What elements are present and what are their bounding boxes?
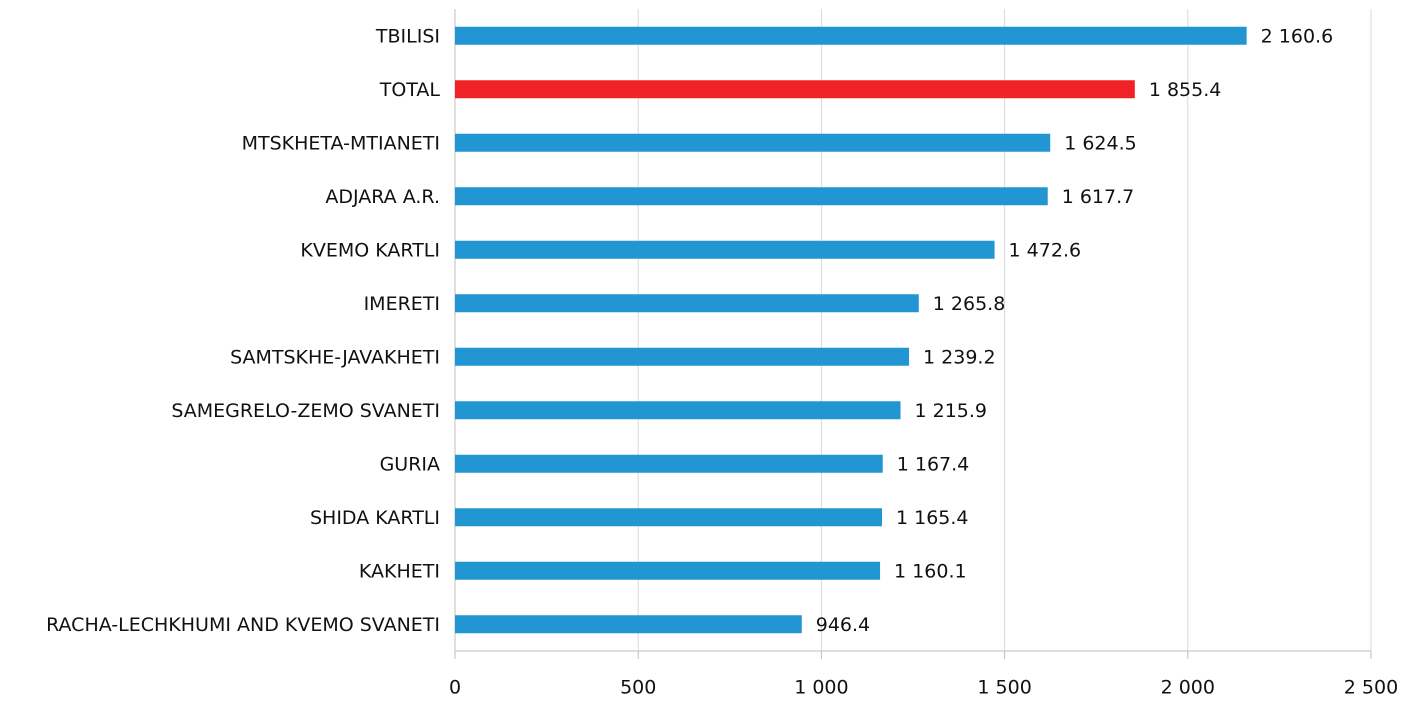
- y-tick-label: GURIA: [380, 453, 440, 475]
- bar: [455, 401, 901, 420]
- x-tick-label: 0: [449, 677, 461, 699]
- y-tick-label: IMERETI: [364, 293, 440, 315]
- value-label: 1 265.8: [933, 293, 1006, 315]
- x-tick-label: 1 500: [977, 677, 1031, 699]
- value-label: 1 624.5: [1064, 132, 1137, 154]
- value-label: 946.4: [816, 614, 870, 636]
- y-tick-label: TOTAL: [379, 79, 441, 101]
- bar: [455, 454, 883, 473]
- y-tick-label: MTSKHETA-MTIANETI: [242, 132, 440, 154]
- bar: [455, 187, 1048, 206]
- value-label: 1 472.6: [1009, 239, 1082, 261]
- bar: [455, 615, 802, 634]
- bar: [455, 80, 1135, 99]
- value-label: 1 167.4: [897, 453, 970, 475]
- y-tick-label: KAKHETI: [359, 560, 440, 582]
- value-label: 1 855.4: [1149, 79, 1222, 101]
- bar: [455, 294, 919, 313]
- value-label: 1 215.9: [915, 400, 988, 422]
- value-label: 1 160.1: [894, 560, 967, 582]
- x-tick-label: 2 000: [1161, 677, 1215, 699]
- value-label: 2 160.6: [1261, 25, 1334, 47]
- y-tick-label: SHIDA KARTLI: [310, 507, 440, 529]
- bar: [455, 561, 881, 580]
- y-tick-label: ADJARA A.R.: [325, 186, 440, 208]
- value-label: 1 239.2: [923, 346, 996, 368]
- y-tick-label: KVEMO KARTLI: [300, 239, 440, 261]
- y-tick-label: TBILISI: [375, 25, 440, 47]
- value-label: 1 617.7: [1062, 186, 1135, 208]
- x-tick-label: 500: [620, 677, 656, 699]
- y-tick-label: SAMEGRELO-ZEMO SVANETI: [171, 400, 440, 422]
- value-label: 1 165.4: [896, 507, 969, 529]
- x-tick-label: 1 000: [794, 677, 848, 699]
- x-tick-label: 2 500: [1344, 677, 1398, 699]
- bar: [455, 347, 910, 366]
- y-tick-label: SAMTSKHE-JAVAKHETI: [230, 346, 440, 368]
- bar: [455, 133, 1051, 152]
- bar: [455, 508, 883, 527]
- bar: [455, 240, 995, 259]
- bar: [455, 26, 1247, 45]
- y-tick-label: RACHA-LECHKHUMI AND KVEMO SVANETI: [46, 614, 440, 636]
